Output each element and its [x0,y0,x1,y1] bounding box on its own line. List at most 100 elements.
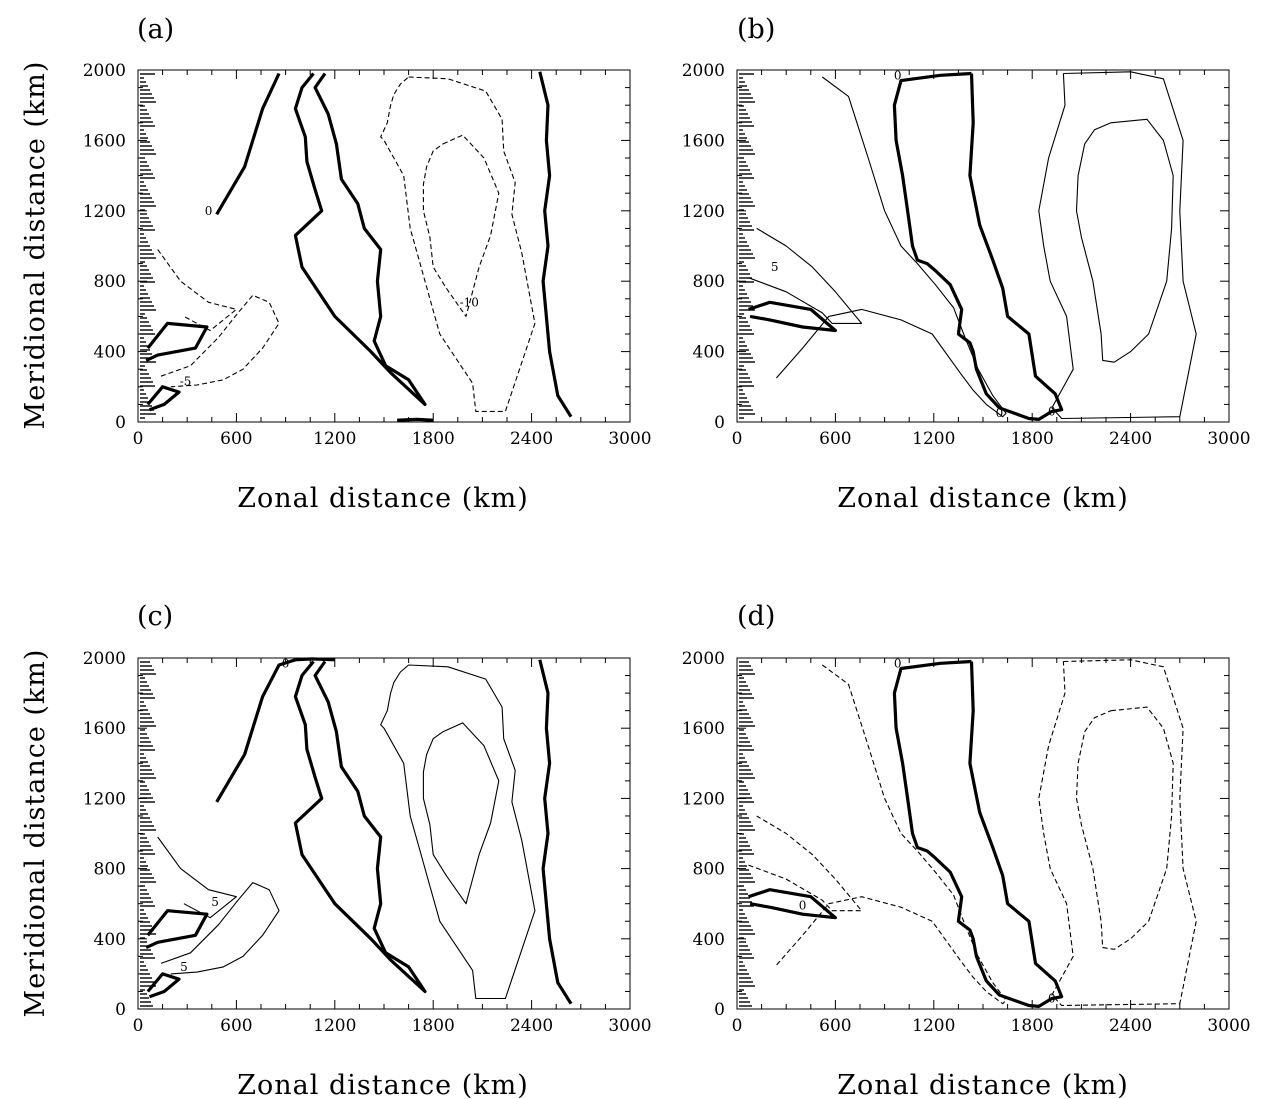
contour-line-dashed [422,134,500,317]
plot-frame [137,657,631,1010]
y-tick-label: 0 [714,413,725,433]
contour-line-dashed [380,76,536,412]
y-tick-label: 1600 [682,131,725,151]
contour-label: 0 [1048,991,1056,1005]
boundary-band [140,73,156,419]
contour-line-thin [380,664,536,1000]
x-tick-label: 1200 [313,1016,356,1036]
boundary-band [140,661,156,1007]
contour-line-thick [215,72,281,216]
contour-label: 0 [799,898,807,912]
contour-line-dashed [157,249,237,332]
x-tick-label: 1800 [412,1016,455,1036]
x-tick-label: 1800 [1011,1016,1054,1036]
contour-line-thick [145,321,209,362]
contour-line-dashed [160,294,280,388]
contour-line-thin [1075,118,1174,363]
xlabel-d: Zonal distance (km) [837,1070,1129,1099]
y-tick-label: 1200 [83,789,126,809]
boundary-band [739,661,755,1007]
y-tick-label: 400 [94,930,126,950]
x-tick-label: 2400 [1109,429,1152,449]
y-tick-label: 400 [94,343,126,363]
y-tick-label: 1600 [83,719,126,739]
contour-line-thin [1038,71,1197,420]
contour-label: -5 [180,375,192,389]
contour-line-thick [146,385,181,412]
y-tick-label: 1200 [682,202,725,222]
y-tick-label: 0 [115,413,126,433]
y-tick-label: 0 [115,1000,126,1020]
contour-line-dashed [1075,706,1174,950]
x-tick-label: 600 [220,1016,252,1036]
y-tick-label: 2000 [682,649,725,669]
contour-line-thick [892,71,1064,421]
contour-line-dashed [775,664,1007,1005]
y-tick-label: 1200 [682,789,725,809]
contour-line-thick [397,417,434,422]
contour-line-thick [748,888,837,920]
x-tick-label: 1200 [912,1016,955,1036]
contour-label: -10 [460,295,479,309]
contour-line-thick [538,71,573,418]
contour-label: 0 [205,204,213,218]
x-tick-label: 600 [819,1016,851,1036]
contour-line-thick [215,657,335,803]
contour-line-thin [422,722,500,905]
plot-frame [137,69,631,423]
boundary-band [739,73,755,419]
x-tick-label: 0 [732,429,743,449]
panel-b: (b) Zonal distance (km) 0 600 1200 1800 2400… [682,14,1251,514]
y-tick-label: 1200 [83,202,126,222]
x-tick-label: 0 [133,1016,144,1036]
x-tick-label: 2400 [1109,1016,1152,1036]
y-tick-label: 2000 [83,649,126,669]
y-tick-label: 2000 [83,61,126,81]
x-tick-label: 3000 [608,1016,651,1036]
contour-label: 5 [211,895,219,909]
panel-label-d: (d) [737,601,775,632]
x-tick-label: 0 [133,429,144,449]
contour-line-dashed [1038,659,1197,1007]
panel-label-b: (b) [737,14,775,45]
x-tick-label: 2400 [510,1016,553,1036]
xlabel-b: Zonal distance (km) [837,483,1129,514]
contour-line-thin [775,76,1007,418]
contour-line-thin [748,227,863,324]
contour-line-thick [293,660,427,994]
contour-line-thick [538,659,573,1005]
x-tick-label: 1800 [412,429,455,449]
x-tick-label: 1800 [1011,429,1054,449]
y-tick-label: 1600 [682,719,725,739]
contour-line-thick [146,972,181,999]
x-tick-label: 600 [220,429,252,449]
y-tick-label: 800 [693,860,725,880]
x-tick-label: 3000 [1207,1016,1250,1036]
panel-label-a: (a) [137,14,174,45]
panel-label-c: (c) [137,601,173,632]
x-tick-label: 3000 [608,429,651,449]
y-tick-label: 1600 [83,131,126,151]
contour-label: 5 [771,260,779,274]
xlabel-a: Zonal distance (km) [237,483,529,514]
y-tick-label: 2000 [682,61,725,81]
x-tick-label: 600 [819,429,851,449]
contour-line-thin [157,836,237,919]
y-tick-label: 800 [693,272,725,292]
contour-line-thick [145,909,209,950]
panel-d: (d) Zonal distance (km) 0 600 1200 1800 2400… [682,601,1251,1099]
x-tick-label: 1200 [912,429,955,449]
x-tick-label: 2400 [510,429,553,449]
contour-label: 0 [894,68,902,82]
y-tick-label: 800 [94,272,126,292]
x-tick-label: 3000 [1207,429,1250,449]
x-tick-label: 1200 [313,429,356,449]
contour-label: 0 [1048,404,1056,418]
plot-frame [736,657,1230,1010]
contour-label: 5 [180,960,188,974]
panel-a: (a) Meridional distance (km) Zonal dista… [20,14,652,514]
ylabel-a: Meridional distance (km) [20,61,51,430]
contour-label: 0 [282,656,290,670]
xlabel-c: Zonal distance (km) [237,1070,529,1099]
contour-line-thin [160,882,280,975]
